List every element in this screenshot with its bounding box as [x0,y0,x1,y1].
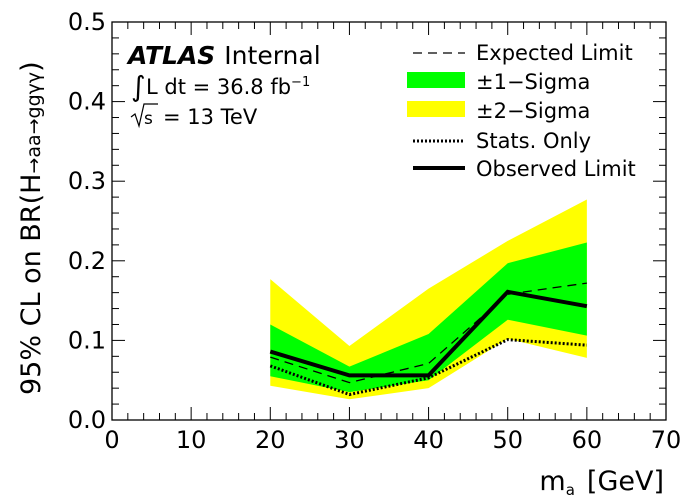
axis-ticks [111,21,667,421]
legend-label-1sigma: ±1−Sigma [476,70,590,94]
legend-label-expected: Expected Limit [476,41,633,65]
y-tick-label: 0.2 [68,247,106,275]
legend-label-2sigma: ±2−Sigma [476,99,590,123]
integral-sign-icon: ∫ [131,70,146,103]
x-tick-label: 60 [572,426,603,454]
y-axis-title: 95% CL on BR(H→aa→ggγγ) [16,61,47,395]
y-tick-label: 0.0 [68,406,106,434]
x-axis-title: ma [GeV] [539,466,664,499]
svg-text:= 13 TeV: = 13 TeV [163,105,258,129]
x-tick-label: 70 [651,426,682,454]
y-tick-label: 0.4 [68,88,106,116]
legend-label-observed: Observed Limit [476,157,636,181]
sqrt-icon [130,103,158,129]
y-tick-label: 0.1 [68,326,106,354]
x-tick-label: 40 [413,426,444,454]
sigma-bands [270,199,587,400]
x-tick-label: 50 [492,426,523,454]
band-1sigma [270,242,587,393]
observed-limit-line [269,289,588,378]
legend: Expected Limit ±1−Sigma ±2−Sigma Stats. … [407,41,636,181]
limit-lines [269,282,588,397]
legend-swatch-1sigma [407,72,465,88]
atlas-label: ATLAS Internal [126,41,321,70]
band-2sigma [270,199,587,400]
y-tick-label: 0.5 [68,8,106,36]
x-tick-label: 0 [104,426,119,454]
plot-frame [111,21,667,421]
legend-label-stats: Stats. Only [476,129,591,153]
stats-only-line [269,338,587,397]
svg-text:L dt = 36.8 fb−1: L dt = 36.8 fb−1 [146,75,310,99]
x-tick-labels: 0 10 20 30 40 50 60 70 [104,426,681,454]
y-tick-label: 0.3 [68,167,106,195]
luminosity-label: ∫ L dt = 36.8 fb−1 [131,70,310,103]
svg-text:s: s [144,109,153,129]
x-tick-label: 20 [255,426,286,454]
y-tick-labels: 0.0 0.1 0.2 0.3 0.4 0.5 [68,8,106,434]
x-tick-label: 10 [176,426,207,454]
x-tick-label: 30 [334,426,365,454]
energy-label: s = 13 TeV [130,103,258,129]
legend-swatch-2sigma [407,101,465,117]
